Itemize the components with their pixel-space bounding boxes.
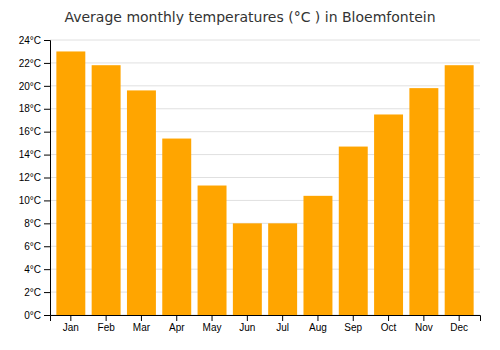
x-tick-label: Sep (344, 322, 362, 333)
y-tick: 20°C (19, 81, 50, 92)
x-tick: Jun (239, 315, 255, 333)
x-tick: Mar (133, 315, 151, 333)
y-tick-mark (44, 246, 50, 247)
x-tick: Dec (450, 315, 468, 333)
plot: 0°C 2°C 4°C 6°C 8°C 10°C 12°C 14°C 16°C 18°C 20°C 2… (19, 35, 481, 333)
y-tick-label: 0°C (24, 310, 41, 321)
x-axis-line (51, 316, 481, 322)
x-tick-label: Nov (415, 322, 433, 333)
title: Average monthly temperatures (°C ) in Bl… (64, 9, 435, 25)
x-tick: Oct (381, 315, 397, 333)
y-tick-mark (44, 109, 50, 110)
bar (92, 65, 121, 315)
y-tick: 6°C (24, 241, 50, 252)
bar (127, 90, 156, 315)
y-tick-mark (44, 132, 50, 133)
x-tick-mark (141, 315, 142, 321)
x-tick: Jul (276, 315, 289, 333)
grid (50, 40, 480, 315)
y-tick-label: 18°C (19, 103, 41, 114)
y-tick: 18°C (19, 103, 50, 114)
x-tick-label: Jan (63, 322, 79, 333)
bar (162, 139, 191, 315)
y-tick-label: 22°C (19, 58, 41, 69)
x-tick-mark (353, 315, 354, 321)
y-tick-label: 2°C (24, 287, 41, 298)
y-tick: 2°C (24, 287, 50, 298)
y-tick-label: 20°C (19, 81, 41, 92)
y-tick-mark (44, 292, 50, 293)
x-tick: Nov (415, 315, 433, 333)
y-tick: 8°C (24, 218, 50, 229)
x-tick: Apr (169, 315, 185, 333)
x-tick-mark (423, 315, 424, 321)
grid-line (50, 62, 480, 63)
x-tick-label: Dec (450, 322, 468, 333)
y-tick-mark (44, 223, 50, 224)
y-tick-label: 4°C (24, 264, 41, 275)
bars (56, 51, 473, 315)
x-tick-mark (459, 315, 460, 321)
bar (339, 147, 368, 315)
y-tick-label: 8°C (24, 218, 41, 229)
x-tick-label: Oct (381, 322, 397, 333)
x-tick-label: Jul (276, 322, 289, 333)
bar (445, 65, 474, 315)
x-tick-label: Mar (133, 322, 151, 333)
chart: Average monthly temperatures (°C ) in Bl… (0, 0, 500, 350)
x-tick-label: Feb (98, 322, 116, 333)
y-tick: 10°C (19, 195, 50, 206)
x-tick: Jan (63, 315, 79, 333)
y-tick-label: 24°C (19, 35, 41, 46)
y-axis: 0°C 2°C 4°C 6°C 8°C 10°C 12°C 14°C 16°C 18°C 20°C 2… (19, 35, 51, 321)
x-tick: May (203, 315, 222, 333)
y-tick-mark (44, 63, 50, 64)
y-tick-label: 6°C (24, 241, 41, 252)
y-tick-mark (44, 155, 50, 156)
y-tick: 0°C (24, 310, 50, 321)
y-tick-mark (44, 200, 50, 201)
grid-line (50, 40, 480, 41)
x-tick-label: Aug (309, 322, 327, 333)
bar (374, 114, 403, 315)
x-tick-mark (388, 315, 389, 321)
y-tick-mark (44, 86, 50, 87)
bar (409, 88, 438, 315)
y-tick-mark (44, 40, 50, 41)
x-tick: Sep (344, 315, 362, 333)
x-tick-mark (282, 315, 283, 321)
y-tick-mark (44, 269, 50, 270)
x-tick-mark (247, 315, 248, 321)
x-tick-label: Apr (169, 322, 185, 333)
y-tick-label: 12°C (19, 172, 41, 183)
y-tick-mark (44, 178, 50, 179)
x-tick-label: Jun (239, 322, 255, 333)
x-tick-label: May (203, 322, 222, 333)
y-tick: 24°C (19, 35, 50, 46)
bar (303, 196, 332, 315)
bar (268, 223, 297, 315)
y-tick: 22°C (19, 58, 50, 69)
y-tick: 12°C (19, 172, 50, 183)
x-tick: Aug (309, 315, 327, 333)
y-tick-mark (44, 315, 50, 316)
y-tick-label: 10°C (19, 195, 41, 206)
x-tick-mark (70, 315, 71, 321)
x-tick-mark (176, 315, 177, 321)
y-tick: 14°C (19, 149, 50, 160)
bar (198, 186, 227, 315)
x-tick-mark (212, 315, 213, 321)
x-tick-mark (317, 315, 318, 321)
bar (233, 223, 262, 315)
bar (56, 51, 85, 315)
x-tick: Feb (98, 315, 116, 333)
y-tick: 4°C (24, 264, 50, 275)
y-tick-label: 16°C (19, 126, 41, 137)
y-axis-line (44, 41, 51, 316)
x-axis: Jan Feb Mar Apr May Jun Jul Aug Sep Oct Nov Dec (51, 315, 481, 333)
x-tick-mark (106, 315, 107, 321)
y-tick: 16°C (19, 126, 50, 137)
y-tick-label: 14°C (19, 149, 41, 160)
